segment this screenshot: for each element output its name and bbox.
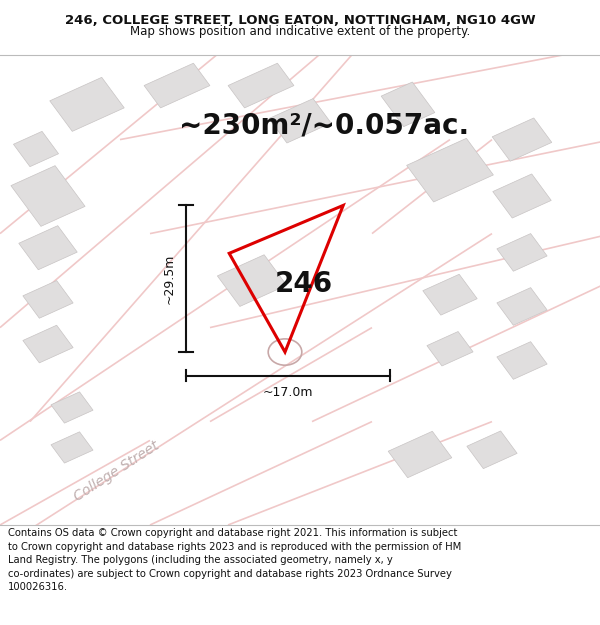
Text: ~29.5m: ~29.5m (162, 254, 175, 304)
Bar (23, 325, 73, 363)
Bar (217, 255, 287, 306)
Bar (19, 226, 77, 270)
Bar (228, 63, 294, 108)
Text: 246: 246 (275, 271, 333, 298)
Bar (388, 431, 452, 478)
Bar (13, 131, 59, 167)
Bar (492, 118, 552, 161)
Bar (493, 174, 551, 218)
Bar (423, 274, 477, 315)
Text: Contains OS data © Crown copyright and database right 2021. This information is : Contains OS data © Crown copyright and d… (8, 528, 461, 592)
Text: ~17.0m: ~17.0m (263, 386, 313, 399)
Bar (407, 138, 493, 202)
Bar (51, 432, 93, 463)
Bar (497, 342, 547, 379)
Text: 246, COLLEGE STREET, LONG EATON, NOTTINGHAM, NG10 4GW: 246, COLLEGE STREET, LONG EATON, NOTTING… (65, 14, 535, 27)
Bar (427, 331, 473, 366)
Bar (467, 431, 517, 469)
Text: College Street: College Street (72, 438, 162, 504)
Bar (51, 392, 93, 423)
Text: ~230m²/~0.057ac.: ~230m²/~0.057ac. (179, 111, 469, 139)
Bar (497, 234, 547, 271)
Text: Map shows position and indicative extent of the property.: Map shows position and indicative extent… (130, 26, 470, 39)
Bar (144, 63, 210, 108)
Bar (11, 166, 85, 226)
Bar (269, 99, 331, 143)
Bar (381, 82, 435, 127)
Bar (23, 281, 73, 318)
Bar (497, 288, 547, 325)
Bar (50, 78, 124, 131)
